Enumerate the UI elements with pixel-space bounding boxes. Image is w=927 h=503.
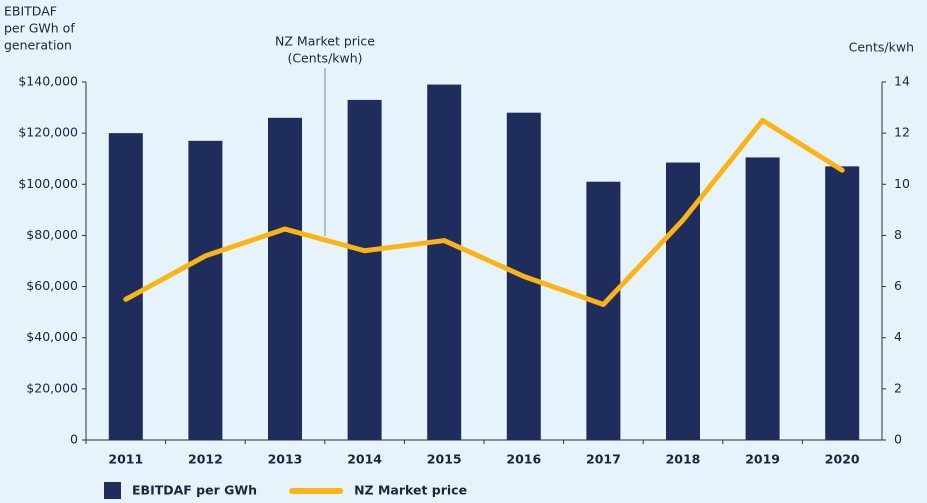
y-tick-label: $80,000 [26, 227, 78, 242]
x-tick-label: 2020 [825, 452, 860, 467]
y2-tick-label: 2 [894, 380, 902, 395]
y-axis-label: generation [4, 38, 72, 53]
x-tick-label: 2015 [427, 452, 462, 467]
legend-swatch [104, 482, 121, 499]
bar [427, 84, 462, 441]
y-tick-label: 0 [70, 432, 78, 447]
y-tick-label: $120,000 [18, 125, 78, 140]
x-tick-label: 2012 [188, 452, 223, 467]
x-tick-label: 2016 [506, 452, 541, 467]
bar [825, 166, 860, 440]
bar [745, 157, 780, 440]
annotation: (Cents/kwh) [287, 51, 362, 66]
y-tick-label: $100,000 [18, 176, 78, 191]
y-tick-label: $140,000 [18, 74, 78, 89]
y-axis-label: per GWh of [4, 21, 75, 36]
bar [347, 99, 382, 441]
y2-tick-label: 6 [894, 278, 902, 293]
annotation: NZ Market price [275, 34, 375, 49]
x-tick-label: 2013 [268, 452, 303, 467]
y2-tick-label: 8 [894, 227, 902, 242]
y2-tick-label: 12 [894, 125, 910, 140]
x-tick-label: 2011 [108, 452, 143, 467]
y2-axis-label: Cents/kwh [849, 40, 914, 55]
x-tick-label: 2018 [666, 452, 701, 467]
y2-tick-label: 4 [894, 329, 902, 344]
y2-tick-label: 14 [894, 74, 910, 89]
y-tick-label: $40,000 [26, 329, 78, 344]
y-tick-label: $20,000 [26, 380, 78, 395]
bar [108, 133, 143, 440]
x-tick-label: 2019 [745, 452, 780, 467]
y2-tick-label: 10 [894, 176, 910, 191]
y2-tick-label: 0 [894, 432, 902, 447]
x-tick-label: 2017 [586, 452, 621, 467]
bar [586, 181, 621, 440]
y-tick-label: $60,000 [26, 278, 78, 293]
bar [188, 140, 223, 441]
y-axis-label: EBITDAF [4, 4, 57, 19]
legend-label: EBITDAF per GWh [132, 483, 257, 498]
line [123, 117, 845, 307]
legend-label: NZ Market price [354, 483, 467, 498]
x-tick-label: 2014 [347, 452, 382, 467]
bar [268, 117, 302, 441]
